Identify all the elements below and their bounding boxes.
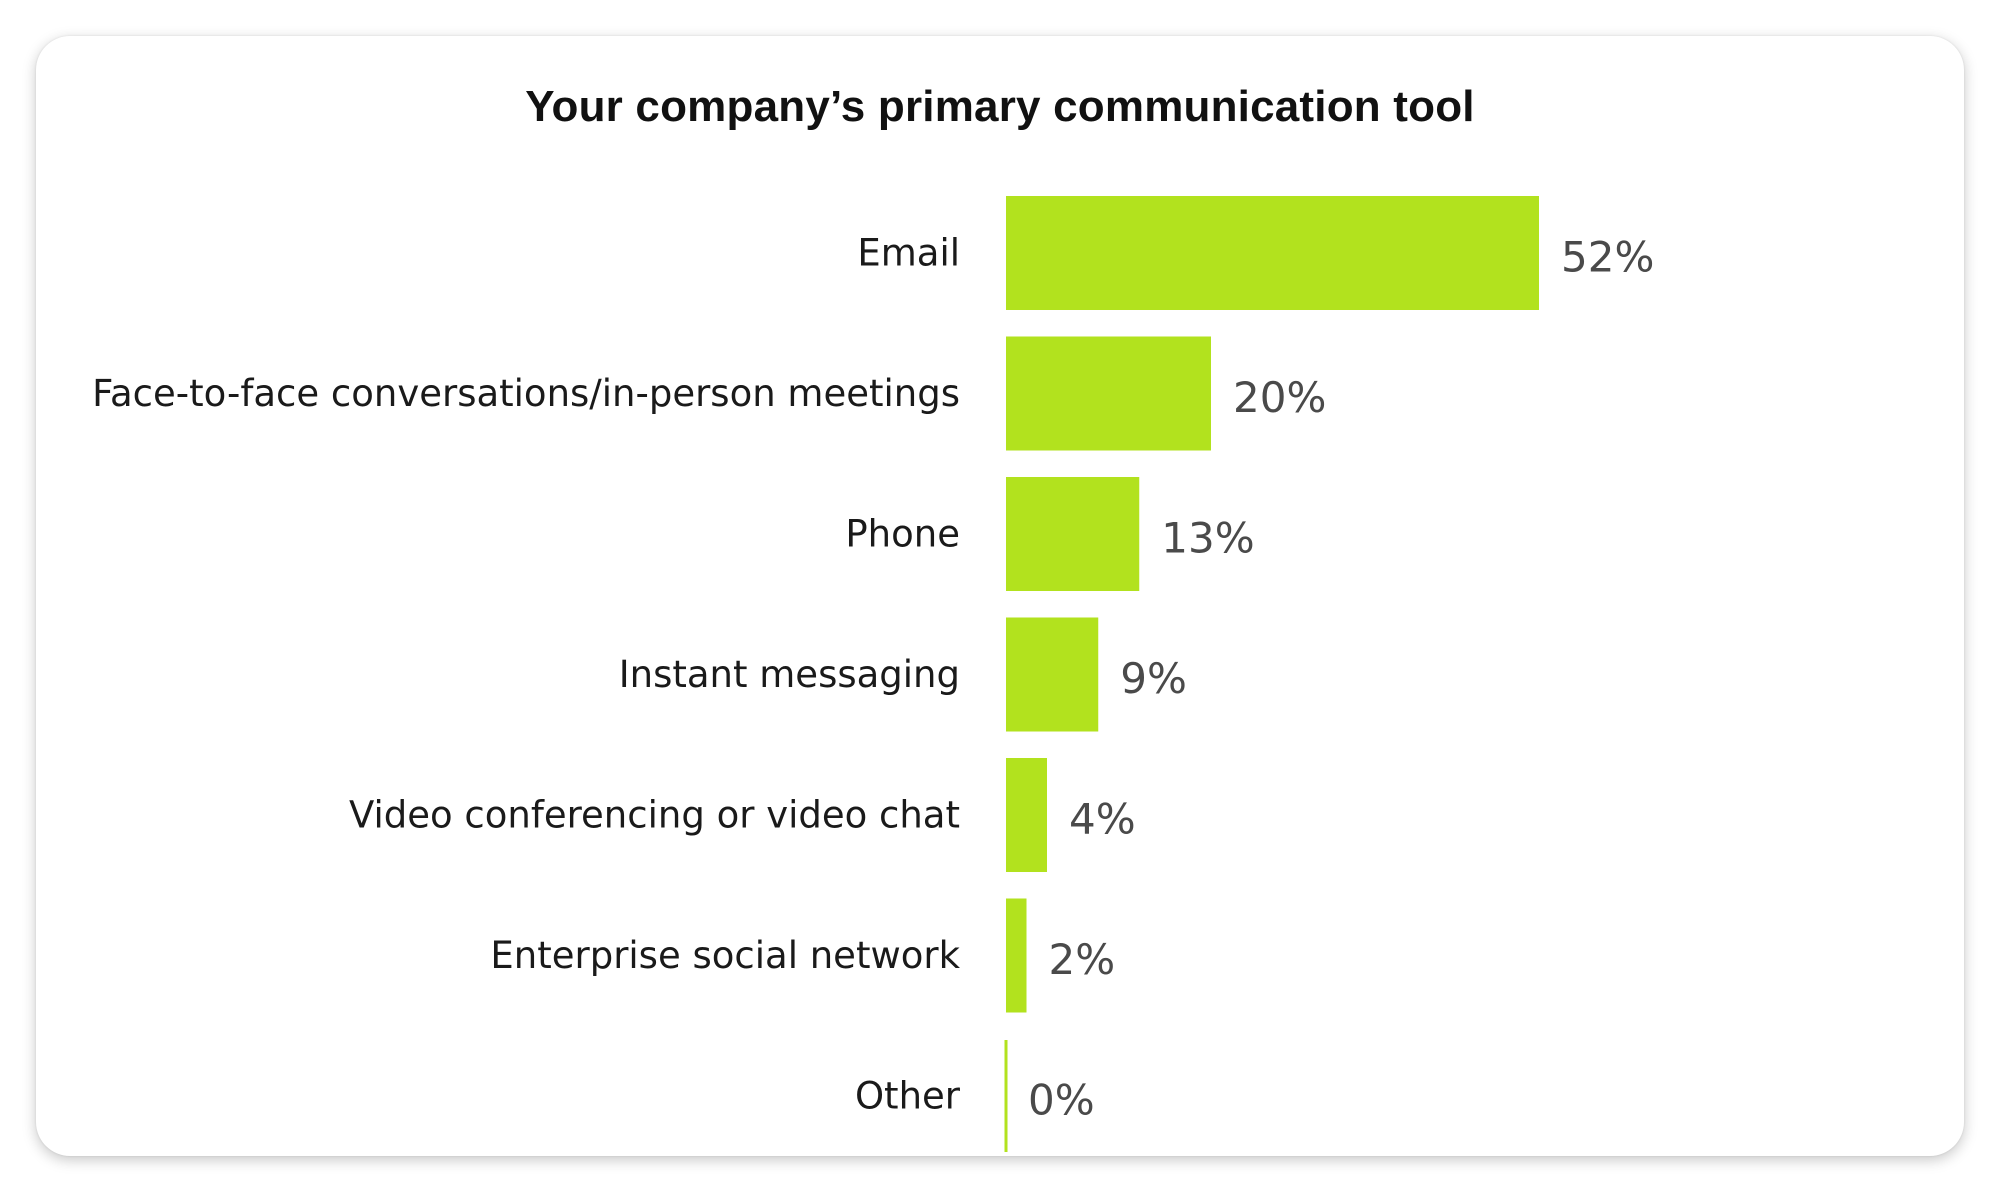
category-label: Face-to-face conversations/in-person mee… xyxy=(92,372,960,415)
chart-title: Your company’s primary communication too… xyxy=(525,82,1475,131)
category-label: Video conferencing or video chat xyxy=(349,794,960,837)
bar xyxy=(1006,758,1047,872)
category-label: Other xyxy=(855,1075,961,1118)
category-label: Enterprise social network xyxy=(490,934,960,977)
value-label: 13% xyxy=(1161,514,1254,563)
value-label: 9% xyxy=(1120,654,1187,703)
bar xyxy=(1006,898,1027,1013)
value-label: 0% xyxy=(1028,1076,1095,1125)
bar xyxy=(1006,477,1140,591)
bar xyxy=(1006,196,1539,310)
bar xyxy=(1006,617,1099,732)
bars-group: Email 52% Face-to-face conversations/in-pe… xyxy=(92,196,1654,1125)
chart-card xyxy=(36,36,1964,1156)
category-label: Phone xyxy=(845,513,960,556)
value-label: 2% xyxy=(1049,935,1116,984)
value-label: 52% xyxy=(1561,233,1654,282)
value-label: 4% xyxy=(1069,795,1136,844)
category-label: Email xyxy=(857,232,960,275)
bar xyxy=(1006,336,1211,451)
category-label: Instant messaging xyxy=(619,653,960,696)
value-label: 20% xyxy=(1233,373,1326,422)
